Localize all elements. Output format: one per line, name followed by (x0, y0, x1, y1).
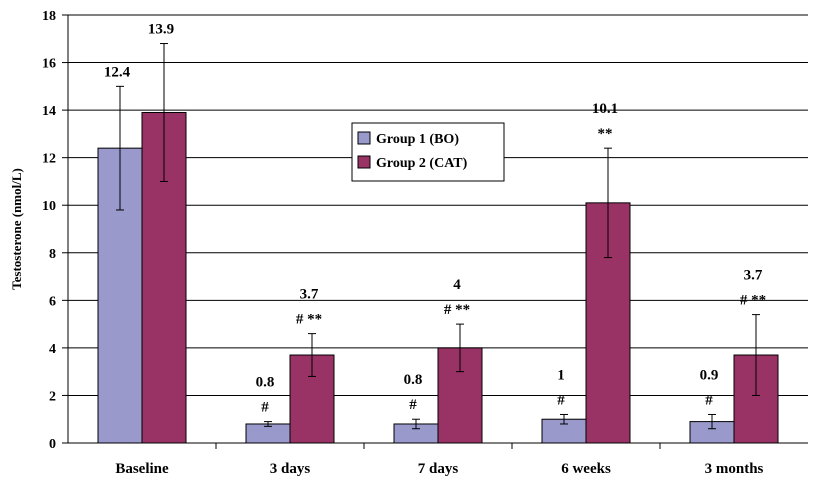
significance-marker: # (705, 392, 713, 408)
y-tick-label: 6 (49, 294, 56, 309)
y-tick-label: 14 (42, 104, 56, 119)
data-label: 4 (453, 277, 461, 293)
y-tick-label: 2 (49, 389, 56, 404)
y-tick-label: 0 (49, 437, 56, 452)
y-tick-label: 18 (42, 9, 56, 24)
data-label: 3.7 (744, 268, 763, 284)
legend-swatch (357, 131, 371, 145)
y-tick-label: 10 (42, 199, 56, 214)
y-axis: 0 2 4 6 8 10 12 14 16 18 (42, 9, 69, 452)
data-label: 0.8 (404, 372, 423, 388)
data-label: 13.9 (148, 22, 174, 38)
data-label: 0.8 (256, 375, 275, 391)
data-label: 0.9 (700, 367, 719, 383)
significance-marker: # (261, 400, 269, 416)
data-labels: 12.4 13.9 #0.8 # ** 3.7 #0.8 # ** 4 #1 ** 10.1 #0.9… (104, 22, 766, 416)
legend-box (351, 122, 505, 182)
y-tick-label: 12 (42, 152, 56, 167)
significance-marker: # ** (444, 302, 470, 318)
data-label: 3.7 (300, 287, 319, 303)
x-tick-label: 3 months (705, 461, 764, 477)
data-label: 12.4 (104, 64, 131, 80)
significance-marker: # (409, 397, 417, 413)
legend: Group 1 (BO) Group 2 (CAT) (351, 122, 505, 182)
data-label: 10.1 (592, 101, 618, 117)
legend-swatch (357, 155, 371, 169)
x-tick-label: 7 days (418, 461, 459, 477)
significance-marker: # ** (740, 293, 766, 309)
y-tick-label: 16 (42, 57, 56, 72)
significance-marker: # (557, 392, 565, 408)
y-tick-label: 4 (49, 342, 56, 357)
x-tick-label: 6 weeks (561, 461, 611, 477)
y-axis-label: Testosterone (nmol/L) (9, 168, 24, 290)
x-tick-label: 3 days (270, 461, 311, 477)
legend-label: Group 2 (CAT) (376, 156, 468, 171)
significance-marker: ** (598, 126, 613, 142)
legend-label: Group 1 (BO) (376, 132, 459, 147)
error-bars (116, 43, 760, 430)
x-axis: Baseline 3 days 7 days 6 weeks 3 months (68, 442, 808, 477)
y-tick-label: 8 (49, 247, 56, 262)
significance-marker: # ** (296, 312, 322, 328)
x-tick-label: Baseline (115, 461, 169, 477)
data-label: 1 (557, 367, 565, 383)
bars (97, 111, 779, 444)
